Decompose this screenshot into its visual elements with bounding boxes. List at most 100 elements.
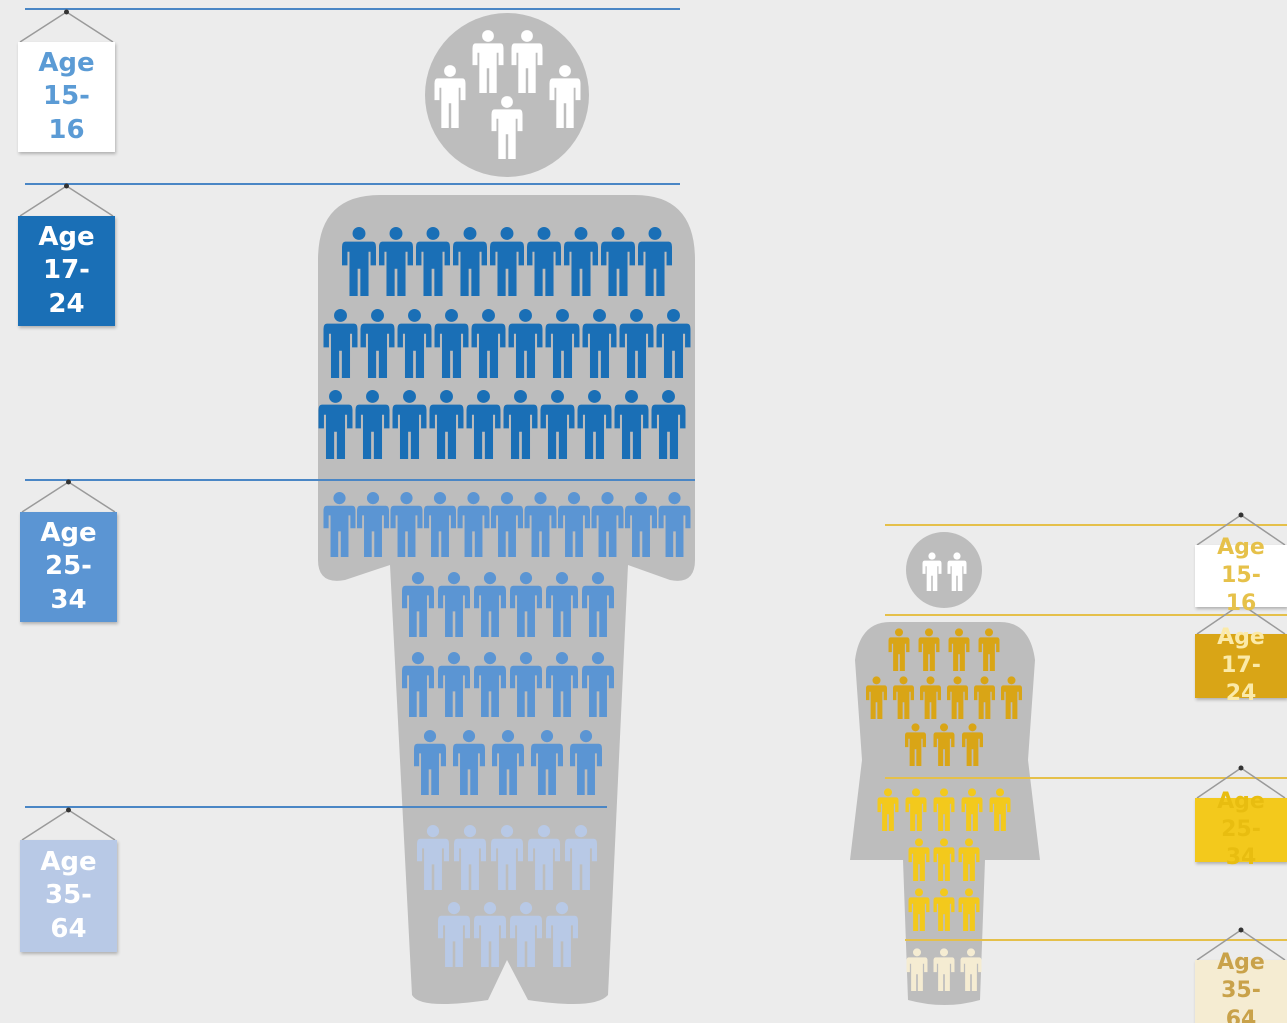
person-head bbox=[371, 308, 384, 322]
person-head bbox=[940, 838, 948, 847]
person-head bbox=[555, 572, 569, 585]
person-icon bbox=[491, 96, 523, 159]
tag-hanger bbox=[19, 11, 114, 43]
icon-group bbox=[434, 30, 581, 159]
person-head bbox=[625, 389, 638, 403]
person-icon bbox=[978, 628, 1000, 671]
age-label: Age 35-64 bbox=[40, 847, 97, 944]
person-head bbox=[500, 825, 514, 838]
person-body bbox=[619, 323, 654, 378]
person-icon bbox=[947, 552, 967, 591]
person-head bbox=[965, 888, 973, 897]
person-body bbox=[893, 685, 914, 719]
person-head bbox=[940, 788, 948, 797]
person-body bbox=[962, 732, 983, 766]
person-icon bbox=[906, 948, 928, 991]
person-icon bbox=[416, 226, 450, 296]
person-icon bbox=[893, 676, 914, 719]
person-icon bbox=[922, 552, 942, 591]
person-head bbox=[884, 788, 892, 797]
person-head bbox=[928, 552, 936, 560]
person-icon bbox=[429, 389, 464, 459]
person-head bbox=[463, 226, 477, 240]
person-head bbox=[559, 65, 571, 77]
person-body bbox=[933, 957, 955, 991]
person-head bbox=[913, 948, 921, 957]
icon-group bbox=[906, 948, 982, 991]
person-head bbox=[366, 389, 379, 403]
person-head bbox=[965, 838, 973, 847]
person-icon bbox=[582, 308, 617, 378]
person-head bbox=[926, 676, 935, 685]
person-body bbox=[638, 241, 672, 296]
person-body bbox=[472, 43, 504, 93]
person-icon bbox=[933, 788, 955, 831]
person-head bbox=[555, 902, 569, 915]
person-icon bbox=[962, 723, 983, 766]
age-label: Age 35-64 bbox=[1217, 950, 1265, 1023]
age-label: Age 17-24 bbox=[1217, 624, 1265, 707]
person-body bbox=[866, 685, 887, 719]
person-head bbox=[426, 825, 440, 838]
person-icon bbox=[947, 676, 968, 719]
person-head bbox=[912, 788, 920, 797]
person-head bbox=[537, 226, 551, 240]
person-head bbox=[366, 492, 380, 505]
person-head bbox=[895, 628, 903, 637]
person-head bbox=[540, 730, 554, 743]
person-head bbox=[352, 226, 366, 240]
person-icon bbox=[948, 628, 970, 671]
person-head bbox=[445, 308, 458, 322]
person-icon bbox=[961, 788, 983, 831]
person-icon bbox=[888, 628, 910, 671]
age-label: Age 25-34 bbox=[40, 518, 97, 615]
person-icon bbox=[503, 389, 538, 459]
person-body bbox=[888, 637, 910, 671]
person-head bbox=[601, 492, 614, 505]
person-head bbox=[899, 676, 908, 685]
person-icon bbox=[866, 676, 887, 719]
person-body bbox=[453, 241, 487, 296]
person-body bbox=[582, 323, 617, 378]
person-head bbox=[574, 226, 588, 240]
person-body bbox=[342, 241, 376, 296]
person-icon bbox=[908, 888, 930, 931]
person-head bbox=[514, 389, 527, 403]
person-head bbox=[333, 492, 346, 505]
person-icon bbox=[545, 308, 580, 378]
person-body bbox=[1001, 685, 1022, 719]
person-body bbox=[511, 43, 543, 93]
person-icon bbox=[933, 948, 955, 991]
person-head bbox=[408, 308, 421, 322]
person-body bbox=[933, 732, 955, 766]
person-icon bbox=[434, 308, 469, 378]
person-icon bbox=[453, 226, 487, 296]
person-icon bbox=[974, 676, 995, 719]
person-body bbox=[877, 797, 899, 831]
person-head bbox=[500, 492, 514, 505]
person-icon bbox=[466, 389, 501, 459]
person-body bbox=[918, 637, 940, 671]
tag-nail bbox=[64, 183, 69, 189]
person-head bbox=[556, 308, 569, 322]
female-head bbox=[906, 532, 982, 608]
person-body bbox=[545, 323, 580, 378]
person-head bbox=[483, 652, 497, 665]
person-icon bbox=[508, 308, 543, 378]
person-icon bbox=[877, 788, 899, 831]
person-icon bbox=[564, 226, 598, 296]
person-body bbox=[933, 797, 955, 831]
person-head bbox=[968, 788, 976, 797]
person-body bbox=[933, 847, 955, 881]
person-icon bbox=[651, 389, 686, 459]
icon-group bbox=[866, 628, 1022, 766]
person-icon bbox=[472, 30, 504, 93]
person-head bbox=[440, 389, 453, 403]
person-head bbox=[411, 652, 425, 665]
person-head bbox=[433, 492, 447, 505]
person-icon bbox=[434, 65, 466, 128]
person-body bbox=[922, 560, 942, 591]
person-icon bbox=[379, 226, 413, 296]
person-icon bbox=[918, 628, 940, 671]
